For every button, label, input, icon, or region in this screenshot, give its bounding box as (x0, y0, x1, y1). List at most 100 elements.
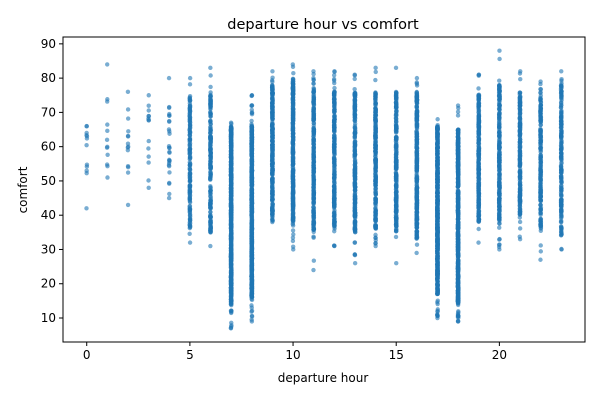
data-point (208, 243, 213, 249)
data-point (187, 178, 193, 184)
data-point (84, 206, 89, 211)
data-point (290, 139, 295, 145)
data-point (352, 252, 358, 257)
data-point (146, 138, 151, 144)
data-point (352, 219, 358, 224)
data-point (394, 142, 399, 148)
data-point (352, 123, 358, 129)
data-point (270, 177, 275, 182)
data-point (393, 65, 399, 71)
data-point (414, 104, 419, 110)
data-point (229, 324, 234, 329)
data-point (291, 151, 296, 156)
data-point (455, 189, 461, 194)
data-point (414, 203, 420, 209)
data-point (270, 75, 275, 80)
data-point (414, 113, 419, 118)
data-point (373, 110, 378, 116)
data-point (208, 130, 213, 136)
data-point (414, 93, 419, 99)
data-point (332, 212, 337, 217)
data-point (249, 236, 254, 241)
data-point (270, 97, 275, 102)
data-point (352, 76, 357, 82)
data-point (373, 65, 378, 71)
data-point (373, 148, 378, 154)
data-point (270, 212, 275, 217)
data-point (435, 236, 440, 241)
data-point (187, 189, 193, 195)
data-point (290, 200, 296, 206)
data-point (229, 158, 234, 163)
data-point (435, 312, 440, 317)
data-point (311, 154, 317, 160)
data-point (187, 144, 193, 149)
data-point (105, 99, 110, 104)
data-point (228, 198, 234, 203)
data-point (394, 178, 399, 184)
data-point (414, 159, 419, 165)
data-point (373, 100, 378, 106)
data-point (311, 81, 316, 86)
data-point (435, 147, 440, 152)
data-point (208, 229, 213, 235)
data-point (208, 119, 213, 124)
data-point (125, 202, 131, 208)
data-point (455, 142, 461, 148)
data-point (187, 225, 192, 231)
data-point (352, 260, 358, 266)
data-point (435, 183, 440, 188)
data-point (393, 164, 399, 170)
chart-title: departure hour vs comfort (227, 17, 419, 33)
data-point (249, 157, 254, 162)
data-point (311, 216, 316, 222)
data-point (311, 147, 316, 153)
data-point (311, 116, 316, 122)
data-point (167, 191, 172, 197)
data-point (352, 139, 358, 144)
data-point (435, 117, 440, 122)
data-point (414, 250, 419, 256)
data-point (373, 115, 378, 121)
data-point (394, 113, 399, 118)
data-point (84, 136, 90, 141)
data-point (373, 241, 378, 246)
data-point (290, 161, 296, 167)
data-point (311, 192, 316, 198)
data-point (290, 228, 296, 233)
data-point (249, 103, 254, 109)
data-point (291, 70, 296, 76)
data-point (435, 198, 440, 203)
data-point (208, 134, 213, 139)
data-point (455, 267, 461, 272)
data-point (249, 208, 254, 214)
data-point (249, 200, 254, 206)
data-point (249, 309, 254, 314)
data-point (167, 145, 172, 151)
data-point (166, 105, 172, 111)
data-point (373, 136, 378, 142)
data-point (332, 180, 337, 185)
data-point (84, 132, 89, 138)
data-point (229, 193, 234, 198)
data-point (167, 113, 172, 118)
data-point (353, 200, 358, 206)
data-point (249, 137, 254, 143)
data-point (208, 140, 213, 145)
data-point (353, 230, 358, 235)
data-point (126, 129, 131, 134)
data-point (352, 130, 358, 136)
data-point (332, 196, 337, 201)
data-point (228, 149, 234, 155)
data-point (270, 201, 275, 207)
data-point (352, 152, 357, 158)
data-point (249, 262, 255, 267)
data-point (187, 82, 193, 87)
data-point (373, 165, 378, 171)
data-point (167, 158, 172, 163)
data-point (311, 71, 316, 77)
data-point (166, 75, 172, 81)
data-point (208, 84, 213, 90)
data-point (394, 213, 399, 218)
data-point (187, 127, 192, 133)
